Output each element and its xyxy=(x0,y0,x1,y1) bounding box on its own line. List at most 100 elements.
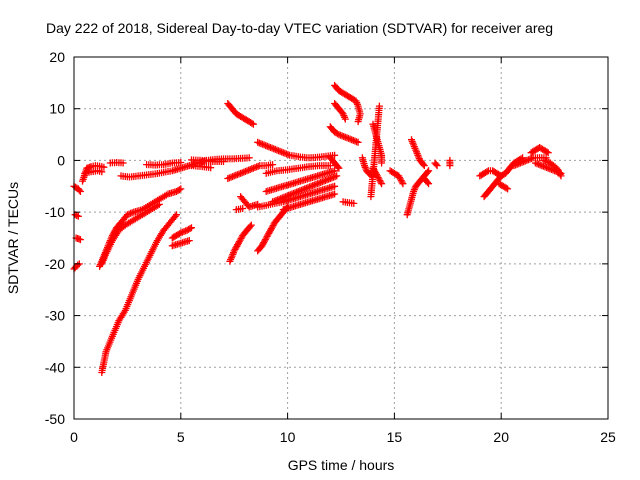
data-point xyxy=(331,190,339,198)
data-point xyxy=(207,164,215,172)
data-point xyxy=(247,221,255,229)
data-point xyxy=(76,236,84,244)
data-point xyxy=(315,179,323,187)
data-point xyxy=(351,137,359,145)
data-point xyxy=(177,185,185,193)
data-point xyxy=(425,180,433,188)
x-tick-labels: 0 5 10 15 20 25 xyxy=(70,429,616,445)
data-point xyxy=(345,134,352,142)
data-point xyxy=(225,174,233,182)
x-tick-label: 20 xyxy=(493,429,509,445)
data-point xyxy=(543,158,551,166)
x-tick-label: 5 xyxy=(177,429,185,445)
data-point xyxy=(237,169,245,177)
data-point xyxy=(268,144,276,152)
data-point xyxy=(334,163,342,171)
data-point xyxy=(254,200,262,208)
data-point xyxy=(128,209,136,217)
data-point xyxy=(337,131,344,139)
data-point xyxy=(253,163,261,171)
data-point xyxy=(331,182,339,190)
data-point xyxy=(556,170,564,178)
data-point xyxy=(249,164,257,172)
data-point xyxy=(512,161,520,169)
data-point xyxy=(521,157,529,165)
data-point xyxy=(424,168,431,176)
data-point xyxy=(419,160,427,168)
x-tick-label: 25 xyxy=(600,429,616,445)
data-point xyxy=(543,148,551,156)
data-point xyxy=(328,174,336,182)
data-point xyxy=(515,160,523,168)
data-point xyxy=(446,162,454,170)
data-point xyxy=(182,227,190,235)
data-point xyxy=(186,225,194,232)
data-point xyxy=(557,172,565,180)
data-point xyxy=(173,211,180,219)
data-point xyxy=(378,159,386,167)
data-point xyxy=(304,184,312,192)
data-point xyxy=(243,167,251,175)
data-point xyxy=(125,210,133,218)
data-point xyxy=(269,161,277,169)
data-point xyxy=(298,186,305,194)
data-point xyxy=(260,141,268,149)
data-point xyxy=(278,148,286,156)
data-point xyxy=(425,167,433,175)
axis-ticks xyxy=(73,56,609,420)
x-tick-label: 15 xyxy=(387,429,403,445)
data-point xyxy=(284,151,292,159)
data-point xyxy=(75,186,83,194)
data-point xyxy=(175,230,183,238)
data-point xyxy=(333,172,341,180)
data-point xyxy=(254,138,262,146)
y-tick-label: 20 xyxy=(49,49,65,65)
y-axis-title: SDTVAR / TECUs xyxy=(5,182,21,294)
data-point xyxy=(333,130,341,138)
data-point xyxy=(171,212,179,220)
x-axis-title: GPS time / hours xyxy=(288,457,395,473)
data-point xyxy=(239,205,247,212)
data-points xyxy=(70,81,565,376)
y-tick-label: 0 xyxy=(57,152,65,168)
y-tick-label: -40 xyxy=(45,359,65,375)
y-tick-labels: -50 -40 -30 -20 -10 0 10 20 xyxy=(45,49,65,427)
data-point xyxy=(74,261,82,269)
data-point xyxy=(74,212,82,220)
data-point xyxy=(420,162,428,170)
data-point xyxy=(246,222,254,230)
data-point xyxy=(354,118,362,126)
data-point xyxy=(535,160,543,168)
data-point xyxy=(322,177,329,184)
plot-frame xyxy=(73,56,609,420)
data-point xyxy=(540,156,548,164)
data-point xyxy=(185,237,193,245)
data-point xyxy=(245,154,253,162)
data-point xyxy=(263,142,271,150)
data-point xyxy=(348,136,356,144)
y-tick-label: -10 xyxy=(45,204,65,220)
data-point xyxy=(249,120,257,128)
data-point xyxy=(188,224,195,232)
data-point xyxy=(232,171,240,179)
data-point xyxy=(271,145,279,153)
y-tick-label: -30 xyxy=(45,308,65,324)
data-point xyxy=(504,185,512,193)
data-point xyxy=(248,119,256,127)
data-point xyxy=(331,151,339,159)
data-point xyxy=(119,159,127,167)
data-point xyxy=(100,163,108,171)
data-point xyxy=(177,159,185,166)
data-point xyxy=(281,149,289,157)
data-point xyxy=(155,200,163,208)
chart-title: Day 222 of 2018, Sidereal Day-to-day VTE… xyxy=(46,20,553,36)
data-point xyxy=(433,162,441,170)
data-point xyxy=(335,164,343,172)
gridlines xyxy=(74,57,608,419)
data-point xyxy=(340,133,348,140)
data-point xyxy=(367,193,375,201)
y-tick-label: -20 xyxy=(45,256,65,272)
data-point xyxy=(378,180,386,188)
data-point xyxy=(310,181,318,189)
